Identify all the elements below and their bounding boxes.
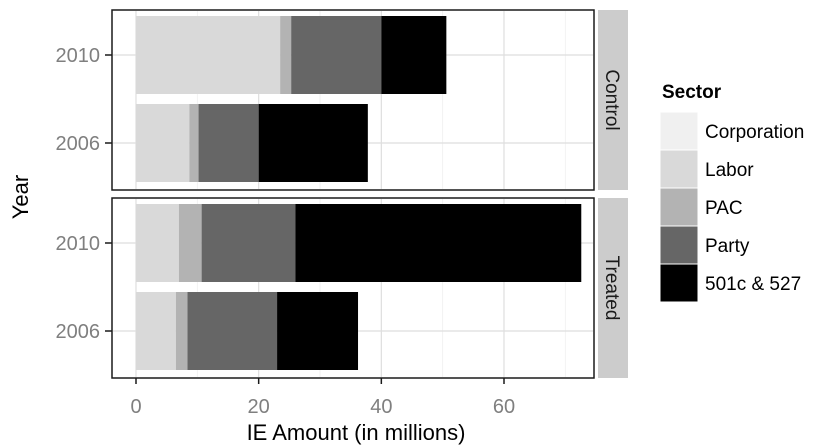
legend-item-party: Party — [659, 225, 750, 265]
legend-label: PAC — [705, 198, 743, 219]
y-tick-label: 2006 — [56, 321, 101, 343]
y-axis-title: Year — [8, 175, 33, 219]
legend-item-corporation: Corporation — [659, 111, 804, 151]
bar-treated-2006-party — [187, 292, 278, 370]
legend-swatch — [659, 149, 699, 189]
legend-item-501c-527: 501c & 527 — [659, 263, 801, 303]
bar-treated-2010-labor — [136, 204, 179, 282]
x-tick-label: 20 — [248, 396, 270, 418]
x-tick-label: 40 — [370, 396, 392, 418]
panel-control: 2010 2006 Control — [56, 9, 628, 191]
panel-treated: 2010 2006 Treated — [56, 197, 628, 379]
bar-control-2010-party — [291, 16, 382, 94]
x-tick-label: 60 — [493, 396, 515, 418]
bar-treated-2010-501c-527 — [295, 204, 582, 282]
y-tick-label: 2010 — [56, 45, 101, 67]
legend-label: 501c & 527 — [705, 274, 801, 295]
bar-control-2006-501c-527 — [258, 104, 368, 182]
strip-label: Control — [601, 69, 622, 130]
x-axis-title: IE Amount (in millions) — [247, 420, 466, 445]
legend-title: Sector — [662, 82, 722, 103]
legend-label: Corporation — [705, 122, 804, 143]
legend-swatch — [659, 225, 699, 265]
bar-control-2010-501c-527 — [381, 16, 447, 94]
legend-swatch — [659, 111, 699, 151]
y-tick-label: 2010 — [56, 233, 101, 255]
axes-layer: 0 20 40 60 — [130, 378, 515, 418]
legend-swatch — [659, 187, 699, 227]
bar-treated-2010-party — [201, 204, 296, 282]
legend-label: Labor — [705, 160, 754, 181]
legend-label: Party — [705, 236, 750, 257]
bar-control-2006-pac — [189, 104, 199, 182]
bar-treated-2006-labor — [136, 292, 176, 370]
x-tick-label: 0 — [130, 396, 141, 418]
panels-layer: 2010 2006 Control 2010 2006 Treated — [56, 9, 628, 379]
bar-treated-2010-pac — [178, 204, 202, 282]
legend: Sector Corporation Labor PAC Party 501c & 527 — [659, 82, 804, 303]
bar-control-2010-pac — [280, 16, 292, 94]
legend-item-labor: Labor — [659, 149, 754, 189]
strip-label: Treated — [601, 256, 622, 321]
y-tick-label: 2006 — [56, 133, 101, 155]
bar-control-2006-party — [198, 104, 259, 182]
legend-item-pac: PAC — [659, 187, 743, 227]
bar-control-2006-labor — [136, 104, 190, 182]
bar-control-2010-labor — [136, 16, 281, 94]
bar-treated-2006-501c-527 — [277, 292, 359, 370]
strip-treated — [598, 198, 628, 378]
legend-swatch — [659, 263, 699, 303]
strip-control — [598, 10, 628, 190]
bar-treated-2006-pac — [175, 292, 188, 370]
